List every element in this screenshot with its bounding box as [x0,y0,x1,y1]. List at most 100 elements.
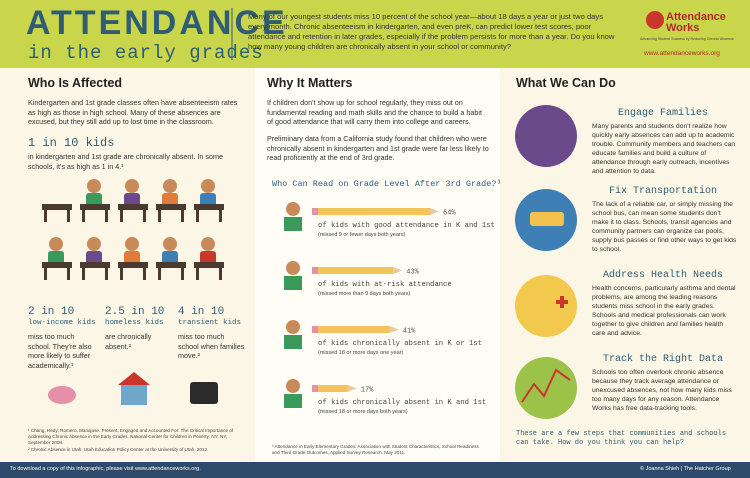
desk-leg [219,268,222,280]
category-note: (missed more than 9 days both years) [318,291,411,297]
families-icon [515,105,577,167]
kid-head [49,237,63,251]
item-title: Address Health Needs [602,270,724,281]
desk-leg [219,210,222,222]
kid-body [48,251,64,265]
category-note: (missed 9 or fewer days both years) [318,232,406,238]
desk-leg [67,268,70,280]
house [121,385,147,405]
desk-leg [196,210,199,222]
stat-big: 2.5 in 10 [105,306,165,318]
logo: Attendance Works [666,11,726,34]
health-icon [515,275,577,337]
footnote: ² Chronic Absence in Utah. Utah Educatio… [28,447,209,452]
kid-book [284,394,302,408]
heading: What We Can Do [516,76,616,90]
item-title: Track the Right Data [602,354,724,365]
desk-leg [143,210,146,222]
stat-label: low-income kids [28,319,96,327]
desk [80,262,110,268]
kid-body [86,193,102,207]
kid-book [284,217,302,231]
desk-leg [181,210,184,222]
pencil [318,267,394,274]
stat-big: 4 in 10 [178,306,225,318]
closing: These are a few steps that communities a… [516,430,727,447]
trend-line [521,368,571,403]
pencil [318,385,348,392]
paragraph: Preliminary data from a California study… [267,134,489,163]
kid-head [286,320,300,334]
value-label: 43% [406,269,419,277]
intro: Many of our youngest students miss 10 pe… [248,12,615,51]
kid-body [162,251,178,265]
pencil-eraser [312,267,318,274]
item-text: The lack of a reliable car, or simply mi… [592,201,737,253]
health-cross [560,296,564,308]
item-text: Many parents and students don't realize … [592,123,736,175]
item-title: Fix Transportation [608,186,718,197]
suitcase [190,382,218,404]
desk-leg [120,268,123,280]
stat-label: homeless kids [105,319,164,327]
desk-leg [44,268,47,280]
heading: Why It Matters [267,76,353,90]
stat: 1 in 10 kids [28,136,115,150]
category-label: of kids chronically absent in K and 1st [318,399,487,407]
pencil-tip [389,326,399,333]
desk-leg [196,268,199,280]
desk-leg [105,210,108,222]
subtitle: in the early grades [28,42,264,64]
pencil-eraser [312,208,318,215]
heading: Who Is Affected [28,76,122,90]
piggy-bank [48,386,76,404]
value-label: 64% [443,210,456,218]
category-note: (missed 18 or more days both years) [318,409,408,415]
kid-head [87,237,101,251]
category-label: of kids with at-risk attendance [318,281,452,289]
kid-body [124,251,140,265]
item-title: Engage Families [617,108,708,119]
desk-leg [82,268,85,280]
kid-body [124,193,140,207]
kid-head [286,261,300,275]
logo-apple [646,11,664,29]
item-text: Health concerns, particularly asthma and… [592,285,736,337]
desk [42,262,72,268]
pencil [318,208,430,215]
value-label: 41% [403,328,416,336]
kid-body [200,251,216,265]
stat-big: 2 in 10 [28,306,75,318]
paragraph: Kindergarten and 1st grade classes often… [28,98,238,127]
kid-book [284,276,302,290]
desk-leg [120,210,123,222]
desk-leg [67,210,70,222]
desk-leg [181,268,184,280]
tagline: Advancing Student Success by Reducing Ch… [640,37,734,41]
stat-label: transient kids [178,319,242,327]
kid-head [125,237,139,251]
desk-leg [82,210,85,222]
url: www.attendanceworks.org [644,50,720,57]
stat-text: miss too much school when families move.… [178,332,245,361]
pencil-tip [347,385,357,392]
paragraph: If children don't show up for school reg… [267,98,482,127]
house-roof [118,372,150,385]
kid-body [200,193,216,207]
pencil [318,326,390,333]
desk-leg [44,210,47,222]
stat-text: are chronically absent.² [105,332,152,351]
footnote: ³ Attendance in Early Elementary Grades:… [272,444,479,455]
desk [156,262,186,268]
desk [194,204,224,210]
kid-head [201,179,215,193]
desk [42,204,72,210]
kid-head [125,179,139,193]
kid-body [86,251,102,265]
chart-title: Who Can Read on Grade Level After 3rd Gr… [272,179,502,189]
value-label: 17% [361,387,374,395]
footer-text: To download a copy of this infographic, … [10,466,201,472]
category-label: of kids with good attendance in K and 1s… [318,222,495,230]
